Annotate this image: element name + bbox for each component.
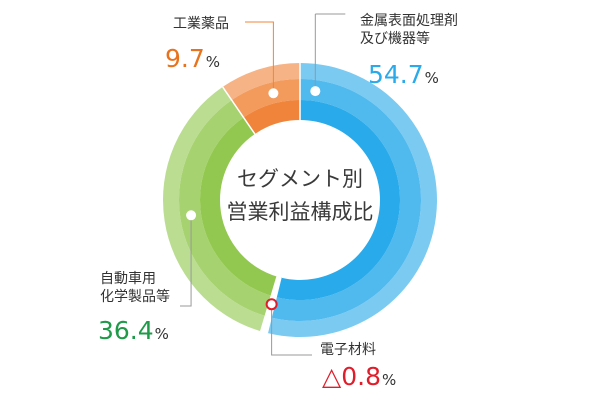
segment-label-line: 金属表面処理剤: [360, 13, 458, 29]
leader-dot: [265, 298, 278, 311]
donut-slice-band: [179, 100, 272, 316]
segment-value-automotive-chemicals: 36.4%: [98, 316, 169, 349]
donut-slice-band: [222, 63, 300, 101]
value-number: △0.8: [322, 362, 381, 391]
donut-slice-band: [199, 117, 278, 296]
percent-unit: %: [154, 325, 169, 343]
leader-dot: [186, 210, 197, 221]
donut-slice: [162, 86, 278, 332]
segment-label-line: 電子材料: [320, 342, 376, 358]
chart-title-line-1: セグメント別: [237, 167, 363, 191]
chart-title: セグメント別 営業利益構成比: [200, 163, 400, 229]
donut-slice-band: [271, 79, 422, 322]
segment-label-line: 化学製品等: [100, 289, 170, 305]
donut-slice-band: [243, 100, 300, 134]
segment-label-line: 自動車用: [100, 271, 156, 287]
value-number: 9.7: [165, 44, 205, 73]
leader-line: [271, 304, 312, 356]
chart-title-line-2: 営業利益構成比: [226, 200, 374, 224]
segment-label-line: 及び機器等: [360, 31, 430, 47]
donut-slice-band: [231, 79, 300, 118]
donut-slice-band: [162, 86, 266, 332]
segment-label-automotive-chemicals: 自動車用 化学製品等: [100, 270, 170, 306]
leader-line: [180, 215, 192, 307]
percent-unit: %: [424, 69, 439, 87]
donut-ring: [162, 63, 437, 337]
segment-label-metal-surface-treatment: 金属表面処理剤 及び機器等: [360, 12, 458, 48]
slice-separator: [222, 86, 256, 135]
value-number: 54.7: [368, 60, 424, 89]
segment-label-electronic-materials: 電子材料: [320, 341, 376, 359]
leader-dot: [268, 88, 279, 99]
donut-slice: [267, 63, 437, 337]
donut-slice: [222, 63, 300, 134]
segment-value-industrial-chemicals: 9.7%: [165, 44, 220, 77]
percent-unit: %: [381, 371, 397, 389]
leader-dot: [310, 86, 321, 97]
donut-slice-band: [276, 100, 400, 300]
percent-unit: %: [205, 53, 221, 71]
segment-value-electronic-materials: △0.8%: [322, 362, 396, 395]
segment-label-line: 工業薬品: [173, 16, 229, 32]
segment-label-industrial-chemicals: 工業薬品: [173, 15, 229, 33]
value-number: 36.4: [98, 316, 154, 345]
segment-value-metal-surface-treatment: 54.7%: [368, 60, 439, 93]
leader-lines: [180, 13, 346, 356]
leader-line: [245, 21, 274, 94]
